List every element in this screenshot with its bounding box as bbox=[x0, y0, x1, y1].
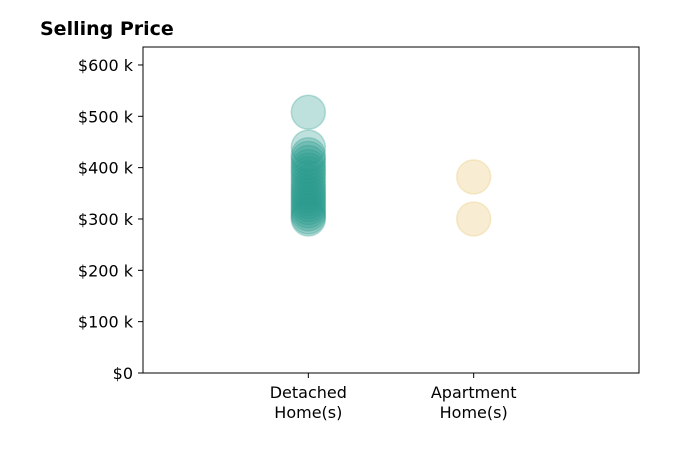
plot-frame bbox=[142, 46, 640, 374]
data-point-detached-17 bbox=[290, 189, 327, 226]
y-tick-label-1: $100 k bbox=[78, 313, 134, 332]
y-tick-label-3: $300 k bbox=[78, 210, 134, 229]
data-point-detached-18 bbox=[290, 193, 327, 229]
y-tick-label-4: $400 k bbox=[78, 159, 134, 178]
data-point-detached-2 bbox=[290, 137, 327, 173]
data-point-detached-12 bbox=[290, 174, 327, 211]
data-point-detached-5 bbox=[290, 148, 327, 185]
data-point-detached-8 bbox=[290, 160, 327, 196]
data-point-detached-15 bbox=[290, 183, 327, 220]
data-point-detached-10 bbox=[290, 167, 327, 204]
y-tick-label-5: $500 k bbox=[78, 107, 134, 126]
data-point-detached-21 bbox=[290, 201, 327, 237]
data-point-detached-19 bbox=[290, 196, 327, 232]
x-tick-label-0: Detached Home(s) bbox=[270, 383, 347, 422]
data-point-detached-13 bbox=[290, 177, 327, 214]
data-point-detached-6 bbox=[290, 152, 327, 188]
points-layer bbox=[290, 94, 492, 237]
data-point-detached-20 bbox=[290, 199, 327, 235]
data-point-apartment-1 bbox=[455, 201, 492, 237]
y-tick-label-2: $200 k bbox=[78, 261, 134, 280]
y-tick-label-0: $0 bbox=[113, 364, 133, 383]
data-point-detached-3 bbox=[290, 140, 327, 177]
data-point-detached-11 bbox=[290, 171, 327, 207]
y-axis: $0 $100 k $200 k $300 k $400 k $500 k $600 k bbox=[78, 56, 143, 383]
data-point-detached-14 bbox=[290, 180, 327, 217]
data-point-apartment-0 bbox=[455, 159, 492, 195]
data-point-detached-4 bbox=[290, 144, 327, 181]
data-point-detached-1 bbox=[290, 129, 327, 165]
data-point-detached-16 bbox=[290, 186, 327, 223]
x-axis: Detached Home(s) Apartment Home(s) bbox=[270, 373, 517, 422]
data-point-detached-9 bbox=[290, 164, 327, 200]
x-tick-label-1: Apartment Home(s) bbox=[431, 383, 517, 422]
y-tick-label-6: $600 k bbox=[78, 56, 134, 75]
data-point-detached-0 bbox=[290, 94, 327, 130]
chart-title: Selling Price bbox=[40, 18, 174, 40]
data-point-detached-7 bbox=[290, 156, 327, 192]
